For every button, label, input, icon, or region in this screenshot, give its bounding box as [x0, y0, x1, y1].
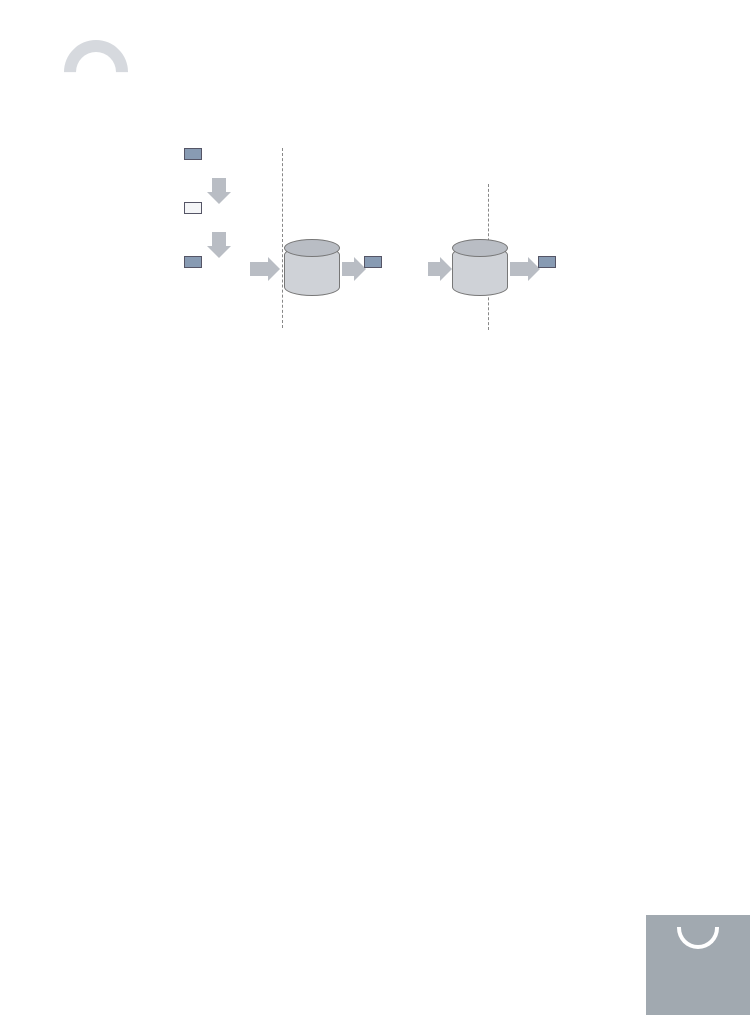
cylinder-layout: [452, 246, 508, 296]
chip-flow-diagram: [132, 128, 632, 348]
book-header: [72, 54, 678, 94]
box-manufacturing: [538, 256, 556, 268]
box-logic-synthesis: [184, 256, 202, 268]
divider-line-1: [282, 148, 283, 328]
page-content: [0, 0, 750, 398]
arrow-right-3: [428, 262, 440, 276]
arrow-right-2: [342, 262, 354, 276]
cylinder-netlist: [284, 246, 340, 296]
box-system-design: [184, 148, 202, 160]
box-physical-design: [364, 256, 382, 268]
watermark-bokelai: [646, 915, 750, 1015]
box-rtl-design: [184, 202, 202, 214]
arrow-down-2: [212, 232, 226, 246]
arrow-down-1: [212, 178, 226, 192]
header-arc-decoration: [51, 27, 142, 118]
watermark-smile-icon: [677, 927, 719, 949]
arrow-right-1: [250, 262, 268, 276]
arrow-right-4: [510, 262, 528, 276]
